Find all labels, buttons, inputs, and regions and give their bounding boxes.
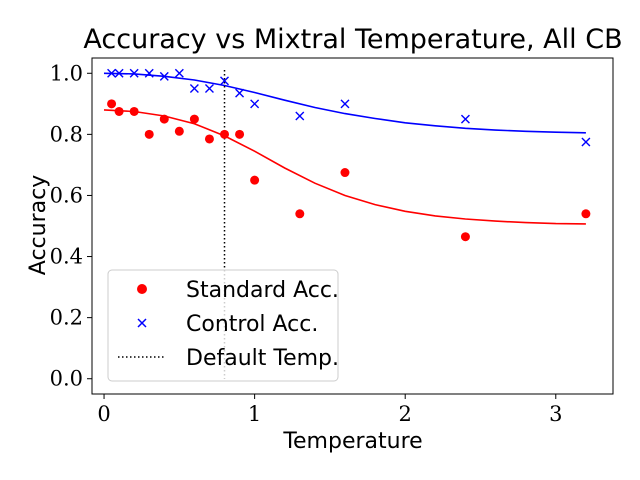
data-point-series-0 xyxy=(340,168,350,178)
data-point-series-1 xyxy=(220,76,230,86)
data-point-series-1 xyxy=(114,68,124,78)
y-tick-label: 0.8 xyxy=(50,122,83,146)
axis-ticks: 0 1 2 3 0.0 0.2 0.4 0.6 0.8 1.0 xyxy=(50,61,563,426)
data-point-series-0 xyxy=(220,129,230,139)
data-point-series-0 xyxy=(189,114,199,124)
x-tick-label: 0 xyxy=(97,402,110,426)
data-point-series-1 xyxy=(107,68,117,78)
legend: Standard Acc. Control Acc. Default Temp. xyxy=(107,269,339,382)
y-tick-label: 0.4 xyxy=(50,245,83,269)
data-point-series-1 xyxy=(159,71,169,81)
data-point-series-1 xyxy=(460,114,470,124)
data-point-series-1 xyxy=(129,68,139,78)
data-point-series-1 xyxy=(144,68,154,78)
data-point-series-0 xyxy=(159,114,169,124)
legend-box xyxy=(107,269,339,382)
data-point-series-1 xyxy=(340,99,350,109)
y-tick-label: 0.2 xyxy=(50,306,83,330)
data-point-series-0 xyxy=(250,175,260,185)
data-point-series-0 xyxy=(460,232,470,242)
legend-label-control: Control Acc. xyxy=(186,312,318,337)
fit-curve-1 xyxy=(103,72,586,134)
data-point-series-1 xyxy=(295,111,305,121)
data-point-series-1 xyxy=(174,68,184,78)
data-point-series-0 xyxy=(174,126,184,136)
data-point-series-0 xyxy=(144,129,154,139)
legend-label-standard: Standard Acc. xyxy=(186,278,339,303)
data-point-series-0 xyxy=(581,209,591,219)
legend-marker-standard xyxy=(137,284,147,294)
data-point-series-1 xyxy=(581,137,591,147)
data-point-series-1 xyxy=(204,84,214,94)
data-point-series-0 xyxy=(295,209,305,219)
x-tick-label: 2 xyxy=(399,402,412,426)
legend-marker-control xyxy=(137,318,147,328)
data-point-series-1 xyxy=(235,88,245,98)
legend-label-default-temp: Default Temp. xyxy=(186,346,339,371)
y-tick-label: 0.6 xyxy=(50,183,83,207)
data-point-series-0 xyxy=(235,129,245,139)
data-point-series-1 xyxy=(250,99,260,109)
data-point-series-0 xyxy=(114,106,124,116)
data-point-series-0 xyxy=(129,106,139,116)
data-point-series-0 xyxy=(204,134,214,144)
y-tick-label: 0.0 xyxy=(50,367,83,391)
fit-curve-0 xyxy=(103,109,586,225)
x-tick-label: 1 xyxy=(248,402,261,426)
x-axis-label: Temperature xyxy=(282,429,422,454)
data-point-series-1 xyxy=(189,84,199,94)
y-tick-label: 1.0 xyxy=(50,61,83,85)
data-point-series-0 xyxy=(107,99,117,109)
chart-title: Accuracy vs Mixtral Temperature, All CB xyxy=(83,24,622,55)
plot-frame xyxy=(91,57,614,395)
x-tick-label: 3 xyxy=(549,402,562,426)
y-axis-label: Accuracy xyxy=(26,175,51,275)
